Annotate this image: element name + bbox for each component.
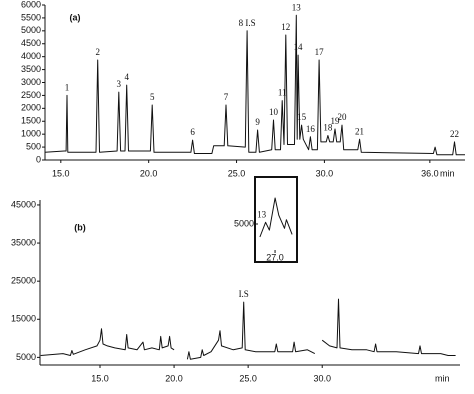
peak-label: 7 <box>224 92 229 102</box>
y-tick-label: 35000 <box>11 237 36 247</box>
peak-label: 14 <box>294 42 304 52</box>
peak-label: 4 <box>124 72 129 82</box>
x-tick-label: 20.0 <box>140 168 158 178</box>
x-tick-label: 36.0 <box>421 168 439 178</box>
peak-label: 13 <box>257 209 267 219</box>
y-tick-label: 4500 <box>21 38 41 48</box>
panel-label: (a) <box>70 12 81 22</box>
y-tick-label: 0 <box>36 154 41 164</box>
peak-label: 16 <box>306 124 316 134</box>
y-tick-label: 45000 <box>11 199 36 209</box>
peak-label: 5 <box>150 92 155 102</box>
peak-label: 15 <box>297 112 307 122</box>
y-tick-label: 2000 <box>21 103 41 113</box>
peak-label: 2 <box>95 47 100 57</box>
trace <box>44 14 465 156</box>
y-tick-label: 6000 <box>21 0 41 9</box>
peak-label: 17 <box>315 47 325 57</box>
x-axis-label: min <box>440 168 455 178</box>
y-tick-label: 1500 <box>21 116 41 126</box>
y-tick-label: 2500 <box>21 90 41 100</box>
peak-label: 19 <box>330 116 340 126</box>
x-tick-label: 25.0 <box>228 168 246 178</box>
x-axis-label: min <box>435 373 450 383</box>
y-tick-label: 5000 <box>16 352 36 362</box>
peak-label: 9 <box>255 117 260 127</box>
peak-label: 6 <box>190 127 195 137</box>
peak-label: 20 <box>337 112 347 122</box>
inset-frame <box>254 176 298 263</box>
x-tick-label: 27.0 <box>266 252 284 262</box>
y-tick-label: 5000 <box>21 25 41 35</box>
y-tick-label: 4000 <box>21 51 41 61</box>
peak-label: 10 <box>269 107 279 117</box>
peak-label: 12 <box>281 22 290 32</box>
x-tick-label: 15.0 <box>91 373 109 383</box>
peak-label: 13 <box>292 2 302 12</box>
peak-label: 22 <box>450 129 459 139</box>
trace <box>40 298 456 360</box>
y-tick-label: 3000 <box>21 77 41 87</box>
x-tick-label: 15.0 <box>52 168 70 178</box>
peak-label: 18 <box>323 123 333 133</box>
y-tick-label: 5500 <box>21 12 41 22</box>
peak-label: I.S <box>239 289 249 299</box>
y-tick-label: 3500 <box>21 64 41 74</box>
x-tick-label: 25.0 <box>239 373 257 383</box>
peak-label: 8 I.S <box>239 18 256 28</box>
x-tick-label: 30.0 <box>313 373 331 383</box>
y-tick-label: 1000 <box>21 129 41 139</box>
y-tick-label: 500 <box>26 141 41 151</box>
peak-label: 3 <box>117 79 122 89</box>
x-tick-label: 30.0 <box>316 168 334 178</box>
x-tick-label: 20.0 <box>165 373 183 383</box>
peak-label: 21 <box>355 126 364 136</box>
panel-label: (b) <box>74 222 86 232</box>
trace <box>259 197 293 238</box>
peak-label: 1 <box>65 82 70 92</box>
y-tick-label: 25000 <box>11 276 36 286</box>
y-tick-label: 5000 <box>234 218 254 228</box>
y-tick-label: 15000 <box>11 314 36 324</box>
peak-label: 11 <box>278 88 287 98</box>
